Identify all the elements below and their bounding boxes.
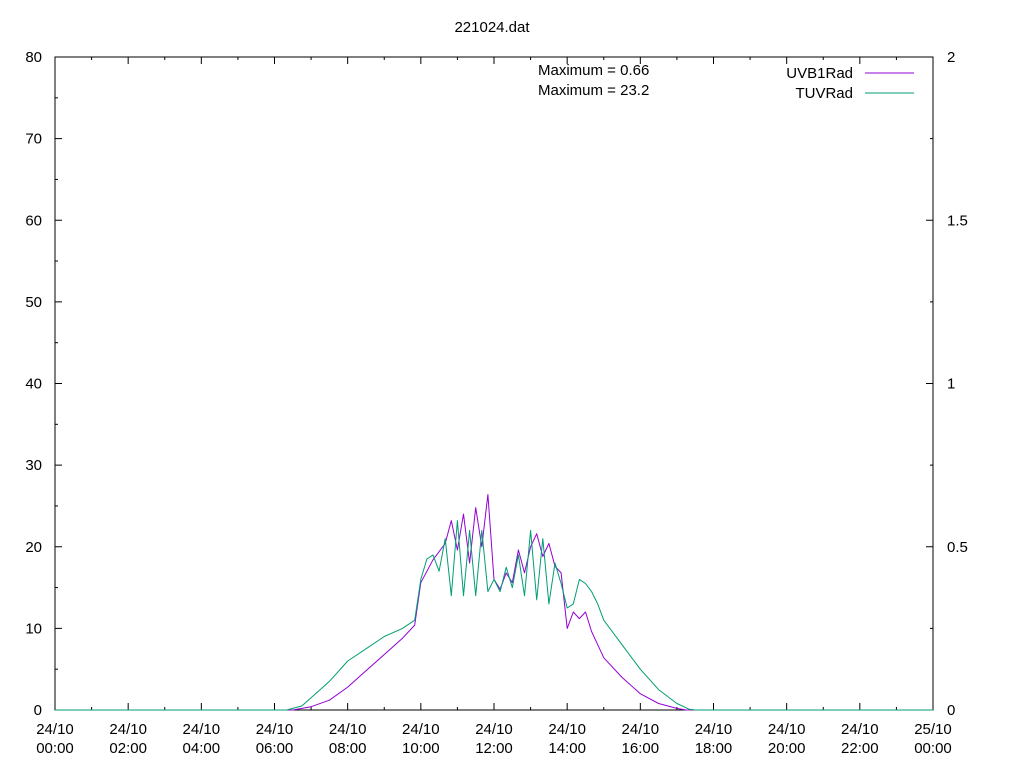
x-tick-label-time: 12:00 xyxy=(475,740,513,757)
x-tick-label-date: 24/10 xyxy=(695,721,733,738)
tick-marks xyxy=(54,56,934,711)
max-annotation-uvb1: Maximum = 0.66 xyxy=(538,62,649,79)
series-line-uvb1rad xyxy=(55,494,933,711)
left-y-tick-label: 30 xyxy=(25,457,42,474)
right-y-tick-label: 1 xyxy=(947,376,955,393)
x-tick-label-date: 24/10 xyxy=(475,721,513,738)
left-y-tick-label: 40 xyxy=(25,376,42,393)
series-line-tuvrad xyxy=(55,520,933,711)
chart-title: 221024.dat xyxy=(454,19,530,36)
x-tick-label-time: 10:00 xyxy=(402,740,440,757)
legend-label-tuvrad: TUVRad xyxy=(795,85,853,102)
x-tick-label-date: 24/10 xyxy=(768,721,806,738)
x-tick-label-time: 16:00 xyxy=(622,740,660,757)
left-y-tick-label: 50 xyxy=(25,294,42,311)
right-y-tick-label: 0 xyxy=(947,702,955,719)
x-tick-label-time: 04:00 xyxy=(183,740,221,757)
right-y-tick-label: 1.5 xyxy=(947,212,968,229)
left-y-tick-label: 0 xyxy=(34,702,42,719)
series-lines xyxy=(55,494,933,711)
left-y-tick-label: 20 xyxy=(25,539,42,556)
x-tick-label-time: 02:00 xyxy=(109,740,147,757)
x-tick-label-time: 00:00 xyxy=(36,740,74,757)
x-tick-label-time: 22:00 xyxy=(841,740,879,757)
x-tick-label-time: 06:00 xyxy=(256,740,294,757)
legend: UVB1Rad TUVRad xyxy=(786,65,914,102)
left-y-tick-label: 60 xyxy=(25,212,42,229)
x-tick-label-date: 24/10 xyxy=(183,721,221,738)
x-tick-label-date: 25/10 xyxy=(914,721,952,738)
x-tick-label-date: 24/10 xyxy=(256,721,294,738)
x-tick-label-date: 24/10 xyxy=(329,721,367,738)
x-tick-label-time: 20:00 xyxy=(768,740,806,757)
x-axis-labels: 24/10 00:00 24/10 02:00 24/10 04:00 24/10 06:00… xyxy=(36,721,952,757)
x-tick-label-date: 24/10 xyxy=(36,721,74,738)
left-y-tick-label: 70 xyxy=(25,131,42,148)
left-y-axis-labels: 0 10 20 30 40 50 60 70 80 xyxy=(25,49,42,719)
right-y-axis-labels: 0 0.5 1 1.5 2 xyxy=(947,49,968,719)
x-tick-label-date: 24/10 xyxy=(402,721,440,738)
x-tick-label-time: 00:00 xyxy=(914,740,952,757)
x-tick-label-time: 18:00 xyxy=(695,740,733,757)
left-y-tick-label: 10 xyxy=(25,620,42,637)
x-tick-label-time: 14:00 xyxy=(548,740,586,757)
x-tick-label-date: 24/10 xyxy=(109,721,147,738)
legend-label-uvb1rad: UVB1Rad xyxy=(786,65,853,82)
x-tick-label-time: 08:00 xyxy=(329,740,367,757)
left-y-tick-label: 80 xyxy=(25,49,42,66)
x-tick-label-date: 24/10 xyxy=(622,721,660,738)
x-tick-label-date: 24/10 xyxy=(548,721,586,738)
right-y-tick-label: 0.5 xyxy=(947,539,968,556)
x-tick-label-date: 24/10 xyxy=(841,721,879,738)
max-annotation-tuv: Maximum = 23.2 xyxy=(538,82,649,99)
right-y-tick-label: 2 xyxy=(947,49,955,66)
